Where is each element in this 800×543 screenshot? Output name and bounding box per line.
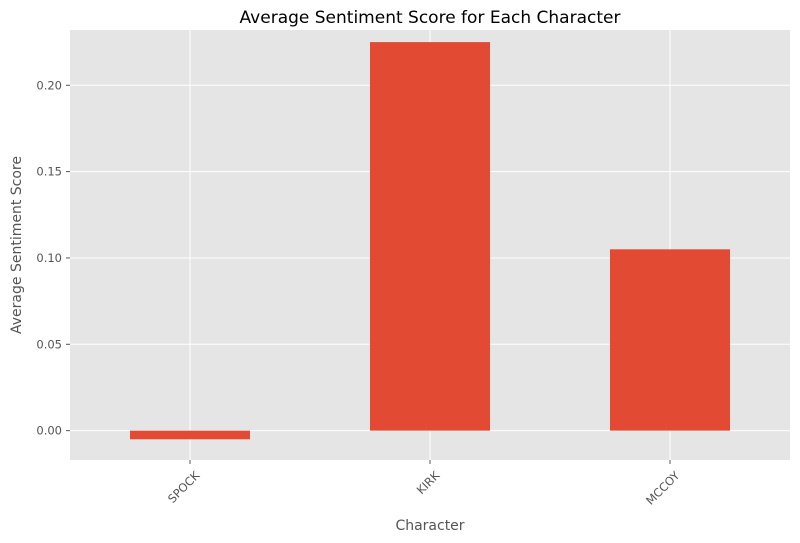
y-axis-label: Average Sentiment Score [9,156,25,334]
y-tick-label: 0.05 [36,337,62,351]
x-axis-ticks: SPOCK KIRK MCCOY [165,460,683,508]
bar-mccoy [610,249,730,431]
bar-kirk [370,42,490,431]
y-tick-label: 0.20 [36,78,62,92]
bar-spock [130,430,250,440]
x-tick-label: KIRK [414,468,443,497]
x-tick-label: SPOCK [165,468,203,506]
y-tick-label: 0.10 [36,251,62,265]
y-tick-label: 0.00 [36,424,62,438]
y-tick-label: 0.15 [36,165,62,179]
x-axis-label: Character [395,518,464,534]
y-axis-ticks: 0.00 0.05 0.10 0.15 0.20 [36,78,70,438]
bars [130,42,730,440]
chart-title: Average Sentiment Score for Each Charact… [240,8,621,28]
x-tick-label: MCCOY [643,468,683,508]
